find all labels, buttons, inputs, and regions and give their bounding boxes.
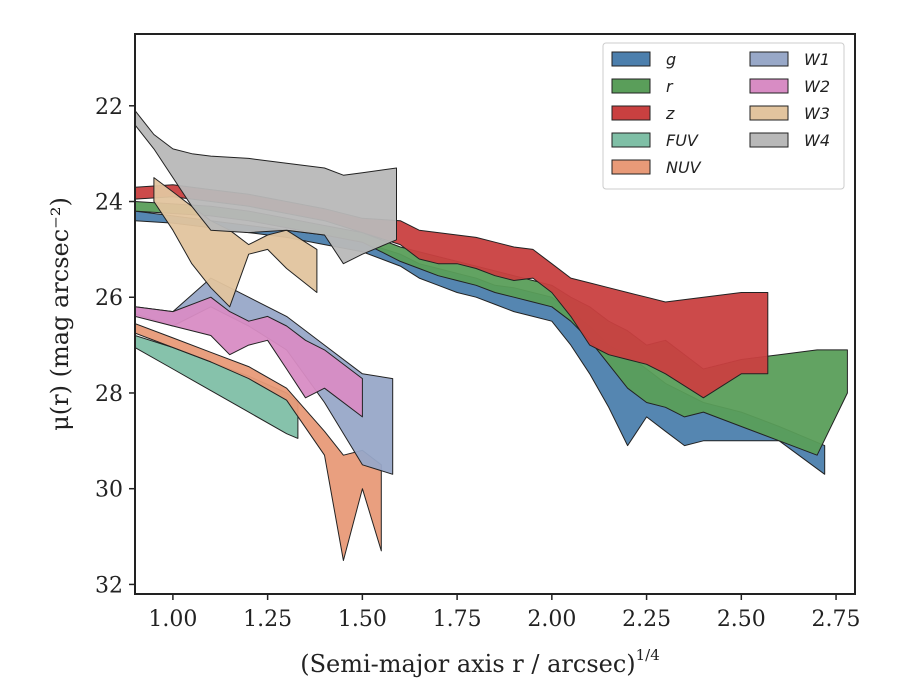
legend-swatch-w2 bbox=[749, 78, 789, 94]
series-areas bbox=[135, 110, 848, 561]
legend-label-r: r bbox=[666, 77, 674, 96]
series-area-nuv bbox=[135, 323, 382, 561]
x-tick-label: 2.25 bbox=[622, 607, 671, 632]
y-tick-label: 22 bbox=[95, 95, 123, 120]
legend-swatch-w3 bbox=[749, 105, 789, 121]
series-area-w2 bbox=[135, 296, 363, 418]
y-tick-label: 30 bbox=[95, 478, 123, 503]
x-tick-label: 2.50 bbox=[717, 607, 766, 632]
x-tick-label: 1.25 bbox=[243, 607, 292, 632]
legend-swatch-z bbox=[611, 105, 651, 121]
x-axis-title: (Semi-major axis r / arcsec)1/4 bbox=[300, 646, 660, 678]
legend-swatch-g bbox=[611, 51, 651, 67]
legend-label-w3: W3 bbox=[804, 104, 830, 123]
legend-swatch-w4 bbox=[749, 132, 789, 148]
legend-label-z: z bbox=[665, 104, 675, 123]
x-axis-title-superscript: 1/4 bbox=[636, 646, 660, 664]
legend-label-g: g bbox=[666, 50, 676, 69]
legend-label-w2: W2 bbox=[804, 77, 830, 96]
legend-label-w4: W4 bbox=[804, 131, 830, 150]
series-area-w4 bbox=[135, 110, 397, 265]
x-axis-title-main: (Semi-major axis r / arcsec) bbox=[300, 650, 635, 678]
x-tick-label: 1.00 bbox=[148, 607, 197, 632]
axis-ticks: 1.00 1.25 1.50 1.75 2.00 2.25 2.50 2.75 22 24 26 28… bbox=[95, 95, 861, 632]
x-tick-label: 2.75 bbox=[812, 607, 861, 632]
x-tick-label: 2.00 bbox=[527, 607, 576, 632]
legend-swatch-nuv bbox=[611, 159, 651, 175]
y-tick-label: 28 bbox=[95, 382, 123, 407]
legend-label-fuv: FUV bbox=[666, 131, 699, 150]
series-area-z bbox=[135, 184, 769, 399]
y-tick-label: 32 bbox=[95, 573, 123, 598]
y-axis-title: μ(r) (mag arcsec⁻²) bbox=[46, 197, 74, 431]
x-tick-label: 1.50 bbox=[338, 607, 387, 632]
legend-swatch-w1 bbox=[749, 51, 789, 67]
legend-swatch-r bbox=[611, 78, 651, 94]
x-tick-label: 1.75 bbox=[433, 607, 482, 632]
legend-label-w1: W1 bbox=[804, 50, 830, 69]
y-tick-label: 24 bbox=[95, 191, 123, 216]
y-tick-label: 26 bbox=[95, 286, 123, 311]
legend-swatch-fuv bbox=[611, 132, 651, 148]
plot-frame bbox=[134, 33, 856, 595]
legend-label-nuv: NUV bbox=[666, 158, 702, 177]
legend: grz FUV NUV W1 W2 W3 W4 bbox=[602, 42, 845, 190]
